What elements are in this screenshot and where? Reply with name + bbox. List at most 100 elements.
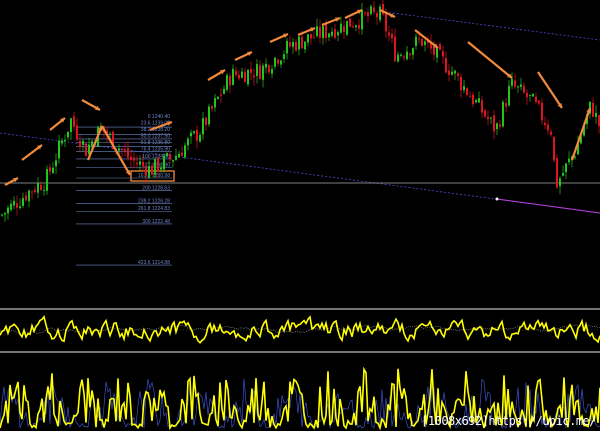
candle-body — [169, 154, 171, 159]
candle-body — [70, 118, 72, 132]
candle-body — [7, 207, 9, 214]
candle-body — [199, 135, 201, 142]
candle-body — [232, 68, 234, 85]
fib-level-label: 261.8 1224.83 — [138, 206, 170, 212]
candle-body — [556, 158, 558, 188]
candle-body — [109, 133, 111, 135]
candle-body — [541, 102, 543, 121]
candle-body — [181, 152, 183, 157]
candle-body — [37, 183, 39, 193]
projection-line — [496, 198, 600, 214]
candle-body — [412, 48, 414, 55]
candle-body — [79, 140, 81, 147]
candle-body — [436, 46, 438, 58]
candle-body — [238, 74, 240, 79]
candle-body — [316, 26, 318, 36]
candle-body — [388, 32, 390, 36]
candle-body — [505, 103, 507, 107]
candle-body — [322, 25, 324, 39]
candle-body — [256, 63, 258, 76]
candle-body — [160, 167, 162, 170]
candle-body — [493, 115, 495, 132]
candle-body — [319, 26, 321, 38]
candle-body — [289, 42, 291, 47]
candle-body — [529, 94, 531, 96]
candle-body — [211, 106, 213, 109]
candle-body — [550, 131, 552, 135]
candle-body — [538, 100, 540, 104]
candle-body — [151, 165, 153, 175]
candle-body — [589, 101, 591, 114]
candle-body — [502, 101, 504, 127]
fib-level-label: 161.8 1230.98 — [138, 173, 170, 179]
candle-body — [442, 51, 444, 57]
candle-body — [241, 71, 243, 78]
candle-body — [406, 51, 408, 60]
arrow-head — [167, 121, 172, 126]
candle-body — [268, 65, 270, 73]
candle-body — [370, 6, 372, 15]
candle-body — [331, 31, 333, 36]
candle-body — [157, 157, 159, 172]
candle-body — [592, 102, 594, 117]
candle-body — [469, 96, 471, 98]
candle-body — [283, 54, 285, 59]
candle-body — [280, 60, 282, 65]
arrow-head — [37, 145, 42, 150]
candle-body — [220, 94, 222, 96]
candle-body — [259, 64, 261, 80]
candle-body — [64, 139, 66, 142]
candle-body — [229, 75, 231, 86]
candle-body — [301, 36, 303, 49]
trend-arrow — [537, 71, 563, 109]
indicator-blue-line — [0, 378, 600, 429]
candle-body — [553, 136, 555, 161]
indicator-yellow-line — [0, 366, 600, 431]
candle-body — [25, 195, 27, 201]
candle-body — [397, 54, 399, 62]
candle-body — [49, 167, 51, 172]
candle-body — [91, 141, 93, 148]
candle-body — [76, 125, 78, 140]
candle-body — [304, 41, 306, 50]
candle-body — [190, 132, 192, 137]
candle-body — [481, 100, 483, 113]
candle-body — [376, 13, 378, 18]
candle-body — [292, 41, 294, 47]
candle-body — [73, 116, 75, 127]
candle-body — [142, 161, 144, 166]
candle-body — [409, 53, 411, 55]
candle-body — [43, 189, 45, 191]
candle-body — [226, 75, 228, 90]
candle-body — [139, 161, 141, 165]
candle-body — [145, 166, 147, 176]
candle-body — [10, 203, 12, 210]
candle-body — [595, 112, 597, 117]
candle-body — [118, 148, 120, 151]
arrow-head — [390, 12, 395, 18]
candle-body — [31, 191, 33, 193]
candle-body — [178, 153, 180, 158]
candle-body — [271, 69, 273, 74]
candle-body — [4, 212, 6, 215]
candle-body — [295, 42, 297, 51]
candle-body — [352, 26, 354, 28]
candle-body — [490, 117, 492, 119]
arrow-head — [433, 43, 438, 48]
candle-body — [202, 118, 204, 135]
candle-body — [34, 189, 36, 193]
candle-body — [448, 70, 450, 76]
candle-body — [262, 65, 264, 80]
candle-body — [568, 158, 570, 163]
trendline-upper — [384, 11, 600, 41]
candle-body — [451, 71, 453, 75]
fib-level-label: 200 1228.63 — [142, 186, 170, 192]
candle-body — [394, 36, 396, 62]
arrow-head — [95, 105, 100, 110]
arrow-head — [586, 108, 591, 113]
candle-body — [208, 106, 210, 125]
candle-body — [487, 116, 489, 119]
candle-body — [403, 56, 405, 58]
fib-level-label: 100 1234.50 — [142, 154, 170, 160]
